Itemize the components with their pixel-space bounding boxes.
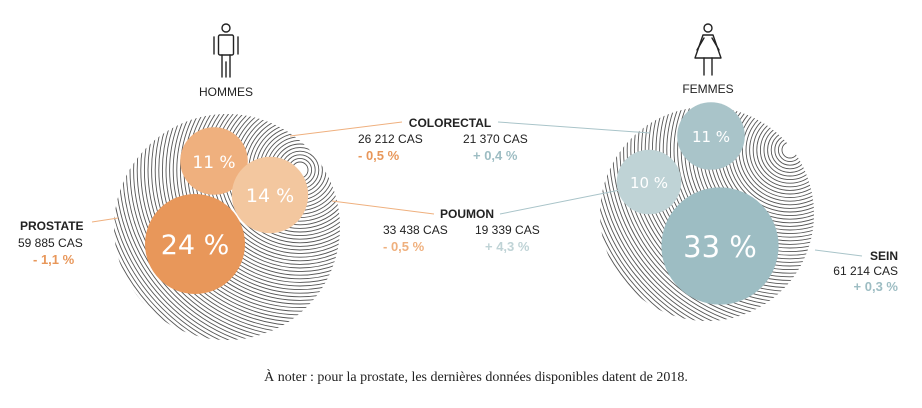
cases-colorectal-hommes: 26 212 CAS (358, 132, 423, 146)
cases-sein: 61 214 CAS (833, 264, 898, 278)
man-icon (213, 23, 239, 78)
hatch-line (172, 114, 340, 298)
hatch-line (666, 107, 814, 274)
cases-colorectal-femmes: 21 370 CAS (463, 132, 528, 146)
bubble-sein (661, 187, 779, 305)
bubble-colorectal-hommes (180, 127, 248, 195)
woman-icon (694, 23, 722, 76)
bubble-prostate (145, 194, 245, 294)
hatch-line (741, 107, 814, 199)
hatch-line (759, 119, 814, 181)
trend-prostate: - 1,1 % (33, 252, 75, 267)
bubble-poumon-hommes (231, 156, 309, 234)
hatch-line (662, 107, 814, 278)
hatch-line (158, 114, 340, 312)
trend-sein: + 0,3 % (854, 279, 899, 294)
hatch-line (669, 107, 814, 271)
cases-prostate: 59 885 CAS (18, 236, 83, 250)
percent-poumon-femmes: 10 % (630, 174, 668, 192)
label-poumon: POUMON (440, 207, 494, 221)
hatch-line (756, 116, 814, 184)
hatch-line (738, 107, 814, 202)
hatch-line (179, 114, 340, 291)
hatch-line (749, 109, 814, 191)
group-label-femmes: FEMMES (682, 82, 733, 96)
hatch-line (677, 107, 814, 263)
hatch-line (673, 107, 814, 267)
hatch-line (770, 130, 810, 170)
percent-colorectal-femmes: 11 % (692, 128, 730, 146)
percent-sein: 33 % (683, 230, 757, 264)
connector-poumon-hommes (331, 200, 435, 215)
trend-colorectal-femmes: + 0,4 % (473, 148, 518, 163)
percent-prostate: 24 % (161, 230, 230, 261)
hatch-line (659, 107, 814, 281)
footnote: À noter : pour la prostate, les dernière… (264, 368, 688, 385)
connector-colorectal-hommes (289, 121, 403, 137)
hatch-line (165, 114, 340, 305)
bubble-poumon-femmes (616, 149, 682, 215)
connector-sein (814, 249, 863, 257)
hatch-line (169, 114, 340, 301)
hatch-line (161, 114, 340, 309)
bubble-colorectal-femmes (677, 102, 745, 170)
cases-poumon-femmes: 19 339 CAS (475, 223, 540, 237)
trend-colorectal-hommes: - 0,5 % (358, 148, 400, 163)
hatch-line (763, 123, 814, 177)
trend-poumon-hommes: - 0,5 % (383, 239, 425, 254)
connector-prostate (91, 217, 119, 223)
hatch-line (745, 107, 814, 195)
hatch-line (129, 114, 340, 340)
label-prostate: PROSTATE (20, 219, 84, 233)
connector-colorectal-femmes (497, 121, 651, 134)
hatch-line (734, 107, 814, 206)
connector-poumon-femmes (499, 189, 621, 215)
percent-colorectal-hommes: 11 % (192, 153, 235, 173)
cases-poumon-hommes: 33 438 CAS (383, 223, 448, 237)
hatch-line (767, 127, 813, 173)
label-colorectal: COLORECTAL (409, 116, 491, 130)
hatch-line (781, 141, 799, 159)
percent-poumon-hommes: 14 % (246, 185, 294, 207)
hatch-line (774, 134, 806, 166)
label-sein: SEIN (870, 249, 898, 263)
hatch-line (176, 114, 340, 294)
hatch-line (727, 107, 814, 213)
hatch-line (731, 107, 814, 209)
group-label-hommes: HOMMES (199, 85, 253, 99)
trend-poumon-femmes: + 4,3 % (485, 239, 530, 254)
